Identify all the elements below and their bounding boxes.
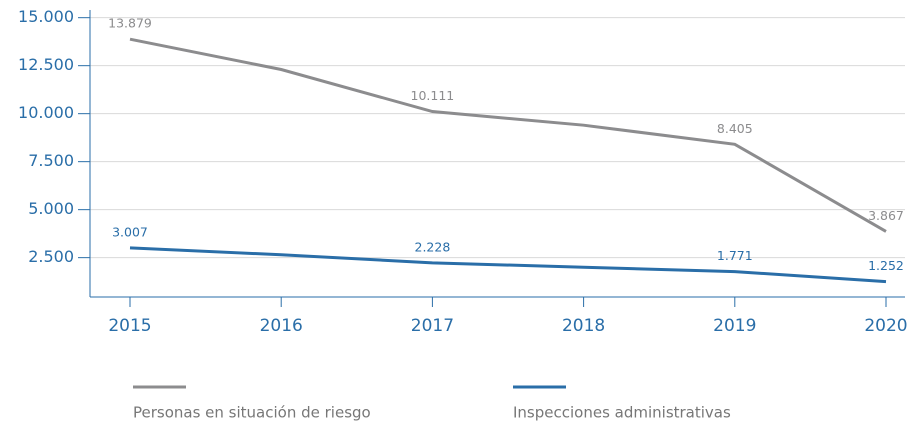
data-label: 13.879 [108,16,152,31]
data-label: 1.771 [717,248,753,263]
series-line [129,37,887,233]
y-tick-label: 15.000 [18,7,74,26]
data-label: 10.111 [411,88,455,103]
data-label: 8.405 [717,121,753,136]
data-label: 3.867 [868,208,904,223]
legend-label: Inspecciones administrativas [513,404,731,422]
y-tick-label: 2.500 [28,247,74,266]
y-tick-label: 5.000 [28,199,74,218]
series-line [129,246,887,284]
y-tick-label: 7.500 [28,151,74,170]
x-tick-label: 2016 [260,316,303,336]
y-tick-label: 12.500 [18,55,74,74]
x-tick-label: 2018 [562,316,605,336]
x-tick-label: 2015 [108,316,151,336]
data-label: 2.228 [415,239,451,254]
legend-label: Personas en situación de riesgo [133,404,371,422]
data-label: 3.007 [112,224,148,239]
x-tick-label: 2019 [713,316,756,336]
y-tick-label: 10.000 [18,103,74,122]
x-tick-label: 2020 [864,316,907,336]
x-tick-label: 2017 [411,316,454,336]
data-label: 1.252 [868,258,904,273]
